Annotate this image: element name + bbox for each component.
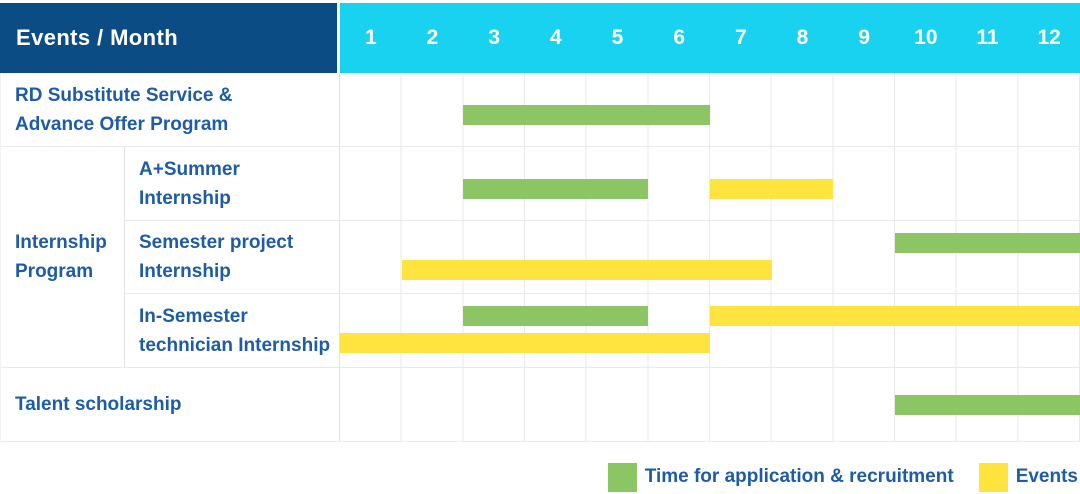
event-bar xyxy=(401,259,772,280)
application-recruitment-bar xyxy=(463,178,649,199)
chart-row-a-summer-internship xyxy=(340,147,1080,221)
month-header-3: 3 xyxy=(463,3,525,73)
row-label-line: Semester project xyxy=(139,232,294,253)
row-label-line: Advance Offer Program xyxy=(15,113,229,135)
month-header-2: 2 xyxy=(401,3,464,73)
application-recruitment-bar xyxy=(463,104,710,125)
event-bar xyxy=(710,178,834,199)
event-bar xyxy=(340,333,710,354)
legend: Time for application & recruitment Event… xyxy=(0,462,1078,492)
group-label-line: Program xyxy=(15,261,94,282)
events-month-title: Events / Month xyxy=(16,25,179,50)
month-header-5: 5 xyxy=(586,3,649,73)
month-header-10: 10 xyxy=(895,3,957,73)
event-bar xyxy=(710,305,1080,326)
application-recruitment-bar xyxy=(463,305,649,326)
row-label-line: RD Substitute Service & xyxy=(15,84,233,106)
events-month-header-cell: Events / Month xyxy=(0,3,340,73)
row-label-semester-project-internship: Semester project Internship xyxy=(125,221,340,294)
application-recruitment-bar xyxy=(895,394,1080,415)
month-header-6: 6 xyxy=(648,3,710,73)
events-legend-label: Events xyxy=(1015,466,1078,487)
chart-row-semester-project-internship xyxy=(340,221,1080,294)
row-label-line: Internship xyxy=(139,187,231,209)
month-header-8: 8 xyxy=(771,3,834,73)
chart-row-talent-scholarship xyxy=(340,368,1080,442)
legend-item-events: Events xyxy=(978,462,1078,492)
gantt-table: Events / Month 1 2 3 4 5 6 7 8 9 10 11 1… xyxy=(0,3,1080,442)
chart-row-in-semester-technician-internship xyxy=(340,294,1080,368)
legend-item-application: Time for application & recruitment xyxy=(607,462,954,492)
month-header-7: 7 xyxy=(710,3,772,73)
month-header-4: 4 xyxy=(525,3,587,73)
month-header-11: 11 xyxy=(956,3,1019,73)
application-color-swatch xyxy=(607,462,637,492)
events-color-swatch xyxy=(978,462,1008,492)
group-label-line: Internship xyxy=(15,232,107,253)
month-header-12: 12 xyxy=(1018,3,1080,73)
month-header-9: 9 xyxy=(833,3,895,73)
application-legend-label: Time for application & recruitment xyxy=(644,466,954,487)
row-label-line: Internship xyxy=(139,261,231,282)
row-label-rd-substitute: RD Substitute Service & Advance Offer Pr… xyxy=(0,73,340,147)
row-label-line: In-Semester xyxy=(139,305,248,327)
row-label-line: Talent scholarship xyxy=(15,394,182,415)
row-label-a-summer-internship: A+Summer Internship xyxy=(125,147,340,221)
row-label-line: A+Summer xyxy=(139,158,240,180)
row-label-talent-scholarship: Talent scholarship xyxy=(0,368,340,442)
row-label-in-semester-technician-internship: In-Semester technician Internship xyxy=(125,294,340,368)
group-label-internship-program: Internship Program xyxy=(0,147,125,368)
chart-row-rd-substitute xyxy=(340,73,1080,147)
month-header-1: 1 xyxy=(340,3,402,73)
application-recruitment-bar xyxy=(895,232,1080,253)
row-label-line: technician Internship xyxy=(139,334,331,356)
